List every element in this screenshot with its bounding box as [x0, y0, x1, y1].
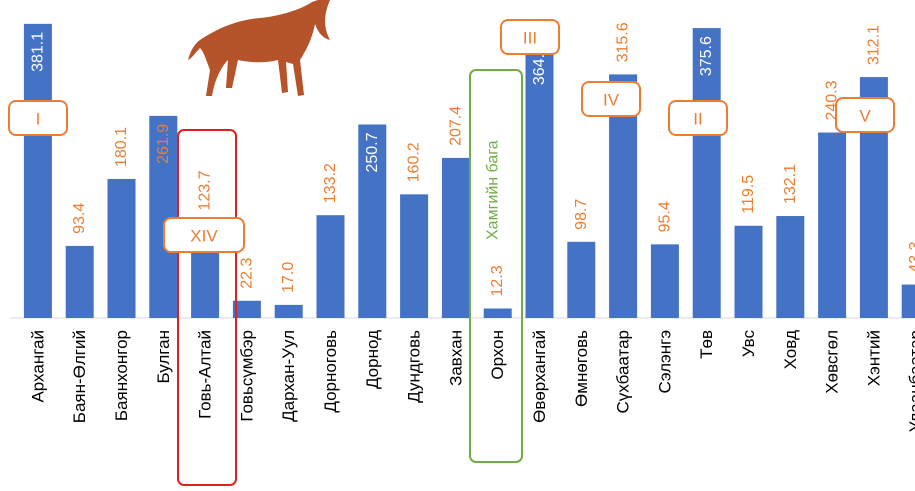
x-tick-label: Дундговь: [405, 330, 424, 403]
value-label: 160.2: [406, 142, 423, 182]
bar: [65, 245, 94, 318]
bar: [23, 23, 52, 318]
x-tick-label: Өвөрхангай: [530, 330, 549, 423]
horse-illustration: [188, 0, 330, 96]
rank-box: [163, 217, 245, 253]
x-tick-label: Архангай: [28, 330, 47, 403]
x-tick-label: Дорноговь: [321, 330, 340, 413]
rank-label: II: [693, 110, 702, 129]
x-tick-label: Хэнтий: [864, 330, 883, 386]
x-tick-label: Өмнөговь: [572, 330, 591, 407]
bar: [650, 244, 679, 318]
rank-label: IV: [603, 91, 620, 110]
rank-box: [500, 19, 560, 55]
bar: [232, 300, 261, 318]
x-tick-label: Баян-Өлгий: [70, 330, 89, 423]
value-label: 132.1: [782, 164, 799, 204]
bar: [316, 215, 345, 318]
bar: [818, 132, 847, 318]
value-label: 17.0: [280, 262, 297, 293]
rank-box: [835, 97, 895, 133]
bar: [400, 194, 429, 318]
x-tick-label: Говьсүмбэр: [237, 330, 256, 422]
value-label: 22.3: [238, 258, 255, 289]
value-label: 123.7: [197, 170, 214, 210]
x-tick-label: Төв: [697, 330, 716, 359]
value-label: 381.1: [29, 32, 46, 72]
rank-label: I: [36, 110, 41, 129]
value-label: 119.5: [740, 175, 757, 214]
value-label: 261.9: [155, 124, 172, 164]
x-tick-label: Булган: [154, 330, 173, 384]
rank-label: XIV: [190, 227, 218, 246]
x-tick-label: Хөвсгөл: [823, 330, 842, 394]
rank-box: [8, 100, 68, 136]
bar: [567, 241, 596, 318]
bar: [692, 28, 721, 318]
x-tick-label: Орхон: [488, 330, 507, 380]
x-tick-label: Дархан-Уул: [279, 330, 298, 422]
x-tick-label: Сүхбаатар: [614, 330, 633, 413]
rank-box: [581, 81, 641, 117]
rank-box: [668, 100, 728, 136]
value-label: 133.2: [322, 163, 339, 203]
bar: [441, 157, 470, 318]
value-label: 93.4: [71, 203, 88, 234]
bar: [525, 37, 554, 318]
bar: [149, 115, 178, 318]
bar: [901, 284, 915, 318]
x-tick-label: Увс: [739, 330, 758, 358]
value-label: 312.1: [865, 25, 882, 65]
bar: [358, 124, 387, 319]
x-tick-label: Сэлэнгэ: [655, 330, 674, 393]
bar: [734, 225, 763, 318]
value-label: 43.3: [907, 241, 915, 272]
value-label: 95.4: [656, 201, 673, 232]
value-label: 250.7: [364, 132, 381, 172]
bar: [776, 216, 805, 318]
value-label: 98.7: [573, 199, 590, 230]
bar: [483, 308, 512, 318]
x-tick-label: Улаанбаатар: [906, 330, 915, 432]
x-tick-label: Завхан: [446, 330, 465, 386]
highlight-frame: [177, 129, 237, 486]
highlight-frame: [469, 69, 523, 463]
value-label: 180.1: [113, 127, 130, 167]
value-label: 207.4: [447, 106, 464, 146]
x-tick-label: Баянхонгор: [112, 330, 131, 421]
x-tick-label: Дорнод: [363, 330, 382, 389]
x-tick-label: Говь-Алтай: [196, 330, 215, 419]
bar: [274, 304, 303, 318]
rank-label: V: [859, 107, 871, 126]
value-label: 375.6: [698, 36, 715, 76]
annotation: Хамгийн бага: [485, 140, 502, 240]
value-label: 315.6: [615, 22, 632, 62]
x-tick-label: Ховд: [781, 330, 800, 369]
value-label: 12.3: [489, 265, 506, 296]
rank-label: III: [523, 29, 537, 48]
bar: [107, 178, 136, 318]
